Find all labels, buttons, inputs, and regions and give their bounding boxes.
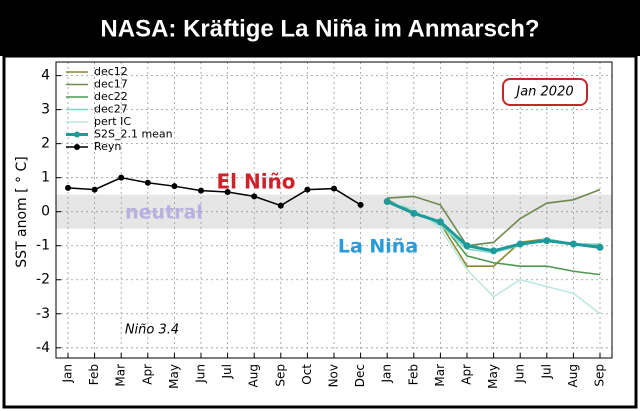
annotation: Jan 2020 — [513, 85, 573, 100]
data-point — [251, 193, 258, 200]
data-point — [436, 218, 444, 226]
frame — [2, 54, 638, 409]
x-tick-label: Jun — [513, 364, 527, 384]
x-tick-label: Aug — [566, 364, 580, 387]
y-tick-label: 3 — [41, 102, 50, 118]
data-point — [65, 184, 71, 191]
annotation: La Niña — [338, 236, 418, 258]
data-point — [144, 179, 151, 186]
legend-marker — [74, 131, 80, 138]
x-tick-label: Feb — [87, 364, 101, 385]
data-point — [277, 202, 284, 209]
annotation: neutral — [125, 202, 203, 224]
x-tick-label: Mar — [114, 364, 128, 387]
x-tick-label: Jan — [61, 364, 75, 384]
x-tick-label: Jun — [194, 364, 208, 384]
x-tick-label: Sep — [593, 364, 607, 387]
data-point — [357, 201, 364, 208]
x-tick-label: Jul — [539, 364, 553, 379]
legend-label: dec12 — [94, 65, 128, 78]
data-point — [490, 247, 498, 255]
legend-label: Reyn — [94, 140, 121, 153]
chart-title: NASA: Kräftige La Niña im Anmarsch? — [100, 15, 539, 42]
data-point — [596, 243, 604, 251]
x-tick-label: Apr — [140, 364, 154, 385]
annotation: Niño 3.4 — [125, 323, 179, 338]
data-point — [304, 186, 311, 193]
legend-label: dec22 — [94, 90, 128, 103]
y-axis-label: SST anom [ ° C] — [14, 156, 30, 267]
data-point — [569, 240, 577, 248]
x-tick-label: Sep — [273, 364, 287, 387]
data-point — [118, 174, 125, 181]
data-point — [198, 187, 204, 194]
legend-label: pert IC — [94, 115, 131, 128]
annotation-box — [502, 78, 588, 106]
annotation: El Niño — [216, 170, 295, 194]
y-tick-label: -4 — [36, 340, 50, 356]
legend-label: dec17 — [94, 78, 128, 91]
legend-marker — [74, 144, 80, 150]
data-point — [410, 209, 418, 217]
series-line — [67, 176, 361, 207]
x-tick-label: Apr — [460, 364, 474, 385]
data-point — [331, 185, 337, 192]
x-tick-label: Mar — [433, 364, 447, 387]
data-point — [224, 188, 231, 195]
legend-label: dec27 — [94, 103, 128, 116]
y-tick-label: -2 — [36, 272, 50, 288]
data-point — [171, 183, 178, 190]
y-tick-label: -3 — [36, 306, 50, 322]
y-tick-label: 1 — [41, 170, 50, 186]
y-tick-label: 0 — [41, 204, 50, 220]
data-point — [543, 237, 551, 245]
y-tick-label: 2 — [41, 136, 50, 152]
x-tick-label: Feb — [406, 364, 420, 385]
x-tick-label: May — [167, 364, 181, 389]
x-tick-label: Dec — [353, 364, 367, 387]
x-tick-label: Jul — [220, 364, 234, 379]
series-line — [387, 188, 601, 247]
plot-frame — [55, 61, 613, 359]
x-tick-label: Aug — [247, 364, 261, 387]
y-tick-label: 4 — [41, 68, 50, 84]
x-tick-label: Jan — [380, 364, 394, 384]
x-tick-label: Nov — [327, 364, 341, 387]
x-tick-label: May — [486, 364, 500, 389]
x-tick-label: Oct — [300, 364, 314, 385]
title-bar — [0, 0, 640, 56]
y-tick-label: -1 — [36, 238, 50, 254]
data-point — [463, 242, 471, 250]
data-point — [516, 240, 524, 248]
data-point — [91, 186, 98, 193]
legend-label: S2S_2.1 mean — [94, 128, 173, 141]
data-point — [383, 197, 391, 205]
